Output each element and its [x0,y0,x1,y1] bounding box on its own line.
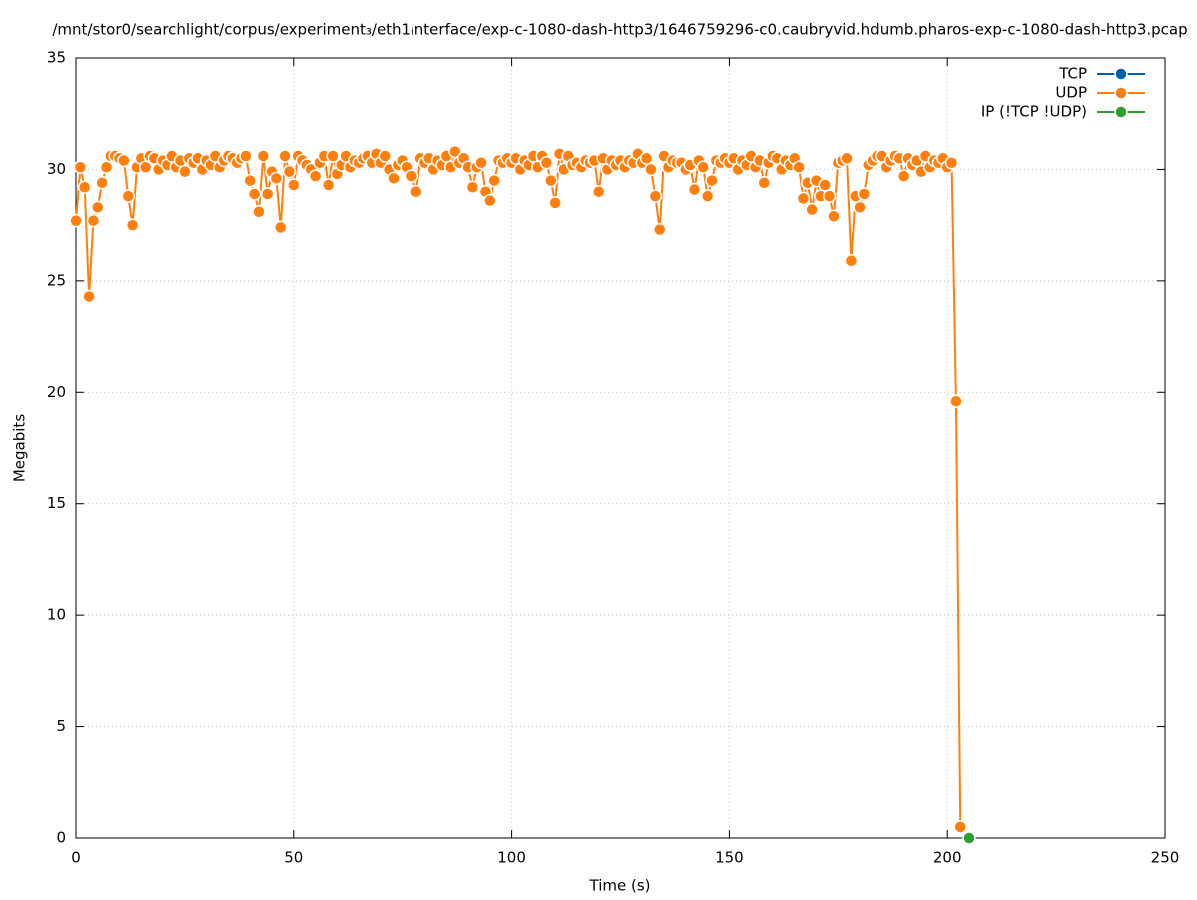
data-point [121,189,136,203]
legend-marker [1114,105,1128,119]
data-point [962,831,976,845]
data-point [840,151,854,166]
data-point [409,184,423,199]
data-point [91,200,105,215]
data-point [700,189,715,203]
data-point [539,155,554,170]
x-tick-label: 50 [284,849,303,867]
data-point [827,209,841,223]
data-point [648,189,663,203]
data-point [953,820,968,834]
legend-label: IP (!TCP !UDP) [981,103,1087,121]
data-point [818,178,832,192]
data-point [86,213,101,228]
x-tick-label: 200 [933,849,962,867]
x-tick-label: 0 [71,849,81,867]
data-point [69,213,83,228]
x-tick-label: 150 [715,849,744,867]
data-point [82,289,96,304]
data-point [125,218,140,232]
data-point [465,180,480,195]
legend-marker [1114,86,1128,100]
data-point [99,160,114,174]
data-point [687,182,702,197]
y-tick-label: 30 [47,160,66,178]
data-point [853,200,867,215]
data-point [483,193,497,208]
y-tick-label: 20 [47,383,66,401]
legend-marker [1114,67,1128,81]
data-point [73,160,88,174]
data-point [252,205,266,219]
data-point [548,196,562,210]
data-point [857,187,872,201]
y-tick-label: 10 [47,606,66,624]
data-point [287,178,301,192]
data-point [260,187,275,201]
data-point [387,171,401,186]
data-point [247,187,262,201]
chart-title: /mnt/stor0/searchlight/corpus/experiment… [52,21,1187,39]
y-tick-label: 0 [56,829,66,847]
data-point [378,149,393,163]
y-axis-label: Megabits [11,414,29,482]
data-point [117,153,131,168]
data-point [474,155,488,170]
data-point [256,149,271,163]
y-tick-label: 5 [56,717,66,735]
data-point [243,173,257,188]
data-point [949,394,963,408]
data-point [705,173,719,188]
y-tick-label: 25 [47,271,66,289]
data-point [757,176,771,190]
data-point [95,176,109,190]
data-point [644,162,658,177]
data-point [308,169,323,183]
y-tick-label: 15 [47,494,66,512]
x-tick-label: 250 [1151,849,1180,867]
data-point [805,202,819,217]
y-tick-label: 35 [47,49,66,67]
data-point [696,160,711,174]
legend-label: TCP [1058,65,1087,83]
data-point [326,149,340,163]
x-tick-label: 100 [497,849,526,867]
data-point [487,173,501,188]
data-point [944,155,959,170]
data-point [77,180,92,195]
data-point [796,191,811,206]
data-point [239,149,253,163]
data-point [278,149,292,163]
data-point [544,173,558,188]
data-point [404,169,419,183]
data-point [639,151,654,166]
series-line [75,148,962,827]
data-point [792,160,806,174]
legend-label: UDP [1055,84,1087,102]
plot-border [75,57,1166,839]
data-point [896,169,911,183]
data-point [321,178,336,192]
data-point [282,164,297,179]
x-axis-label: Time (s) [589,877,651,895]
data-point [822,189,837,203]
data-point [269,171,284,186]
data-point [178,164,192,179]
data-point [591,184,606,199]
data-point [652,222,667,237]
data-point [844,254,859,268]
data-point [273,220,288,235]
